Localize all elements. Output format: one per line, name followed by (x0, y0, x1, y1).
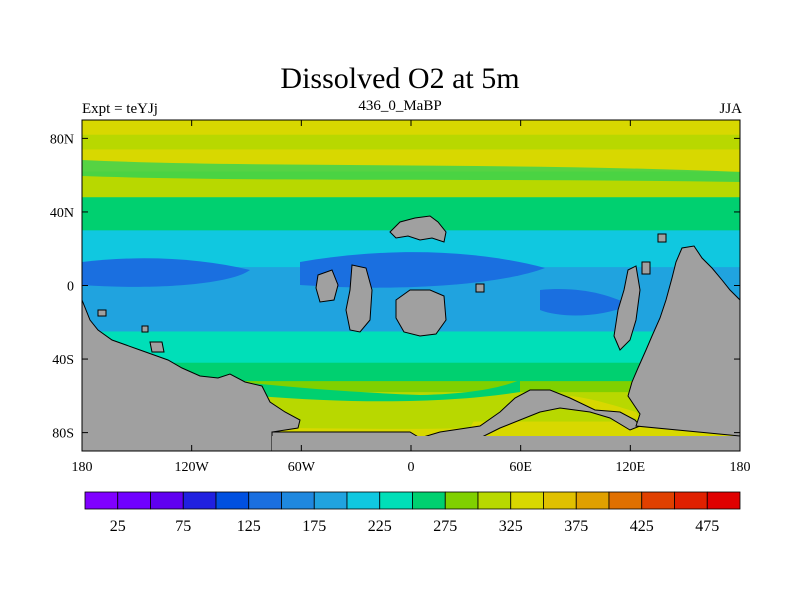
y-tick-label: 40S (52, 353, 74, 368)
high-o2-coastal-strip-west (268, 410, 480, 429)
colorbar-label: 475 (695, 518, 719, 535)
land-islet-d (141, 325, 149, 333)
map-axes: 180 120W 60W 0 60E 120E 180 80N 40N 0 40S 80S (50, 120, 751, 475)
colorbar-swatch (248, 491, 282, 510)
colorbar-label: 25 (110, 518, 126, 535)
y-tick-label: 80S (52, 427, 74, 442)
y-tick-label: 0 (67, 280, 74, 295)
colorbar-swatch (379, 491, 413, 510)
y-tick-label: 80N (50, 132, 74, 147)
x-tick-label: 60W (288, 460, 316, 475)
colorbar-swatch (477, 491, 512, 510)
ocean-band-9 (82, 381, 740, 393)
ocean-band-1 (82, 134, 740, 150)
plot-title: Dissolved O2 at 5m (280, 62, 520, 95)
season-label: JJA (719, 101, 742, 117)
colorbar-swatch (706, 491, 741, 510)
age-label: 436_0_MaBP (358, 98, 442, 114)
colorbar-swatch (313, 491, 348, 510)
colorbar-label: 225 (368, 518, 392, 535)
colorbar-label: 125 (237, 518, 261, 535)
colorbar-label: 375 (564, 518, 588, 535)
land-island-central-b (395, 289, 447, 337)
colorbar-swatch (543, 491, 577, 510)
land-islet-f (641, 261, 651, 275)
colorbar-label: 325 (499, 518, 523, 535)
colorbar-swatch (346, 491, 381, 510)
land-island-west (315, 269, 339, 303)
low-o2-tongue-pacific (82, 258, 250, 287)
experiment-label: Expt = teYJj (82, 101, 158, 117)
land-islet-c (97, 309, 107, 317)
ocean-band-7 (82, 331, 740, 364)
colorbar-swatch (117, 491, 151, 510)
x-tick-label: 120W (175, 460, 210, 475)
colorbar-label: 275 (433, 518, 457, 535)
colorbar-swatch (281, 491, 315, 510)
land-islet-b (149, 341, 165, 353)
land-islet-a (475, 283, 485, 293)
colorbar-swatch (412, 491, 446, 510)
colorbar-swatch (84, 491, 119, 510)
land-island-central-a (345, 264, 373, 333)
colorbar-swatch (608, 491, 643, 510)
colorbar-swatch (510, 491, 544, 510)
colorbar-swatch (641, 491, 675, 510)
colorbar-swatch (150, 491, 184, 510)
x-tick-label: 180 (730, 460, 751, 475)
land-east-continent (627, 245, 740, 437)
x-tick-label: 60E (509, 460, 532, 475)
x-tick-label: 180 (72, 460, 93, 475)
land-south-filler (272, 436, 740, 451)
northern-band-wave (82, 160, 740, 182)
colorbar: 25 75 125 175 225 275 325 375 425 475 (84, 491, 741, 535)
land-island-east-arc (613, 265, 641, 351)
low-o2-tongue-east (540, 289, 630, 316)
land-masses (82, 215, 740, 451)
colorbar-swatch (674, 491, 708, 510)
colorbar-swatch (182, 491, 217, 510)
land-islet-e (657, 233, 667, 243)
ocean-band-0 (82, 120, 740, 136)
colorbar-label: 425 (630, 518, 654, 535)
x-tick-label: 120E (616, 460, 646, 475)
y-tick-label: 40N (50, 206, 74, 221)
x-tick-label: 0 (408, 460, 415, 475)
land-south-continent (82, 299, 301, 451)
land-island-north (389, 215, 447, 243)
colorbar-label: 175 (302, 518, 326, 535)
colorbar-swatch (215, 491, 250, 510)
colorbar-label: 75 (175, 518, 191, 535)
ocean-band-8 (82, 362, 740, 382)
colorbar-swatch (575, 491, 610, 510)
colorbar-swatch (444, 491, 479, 510)
